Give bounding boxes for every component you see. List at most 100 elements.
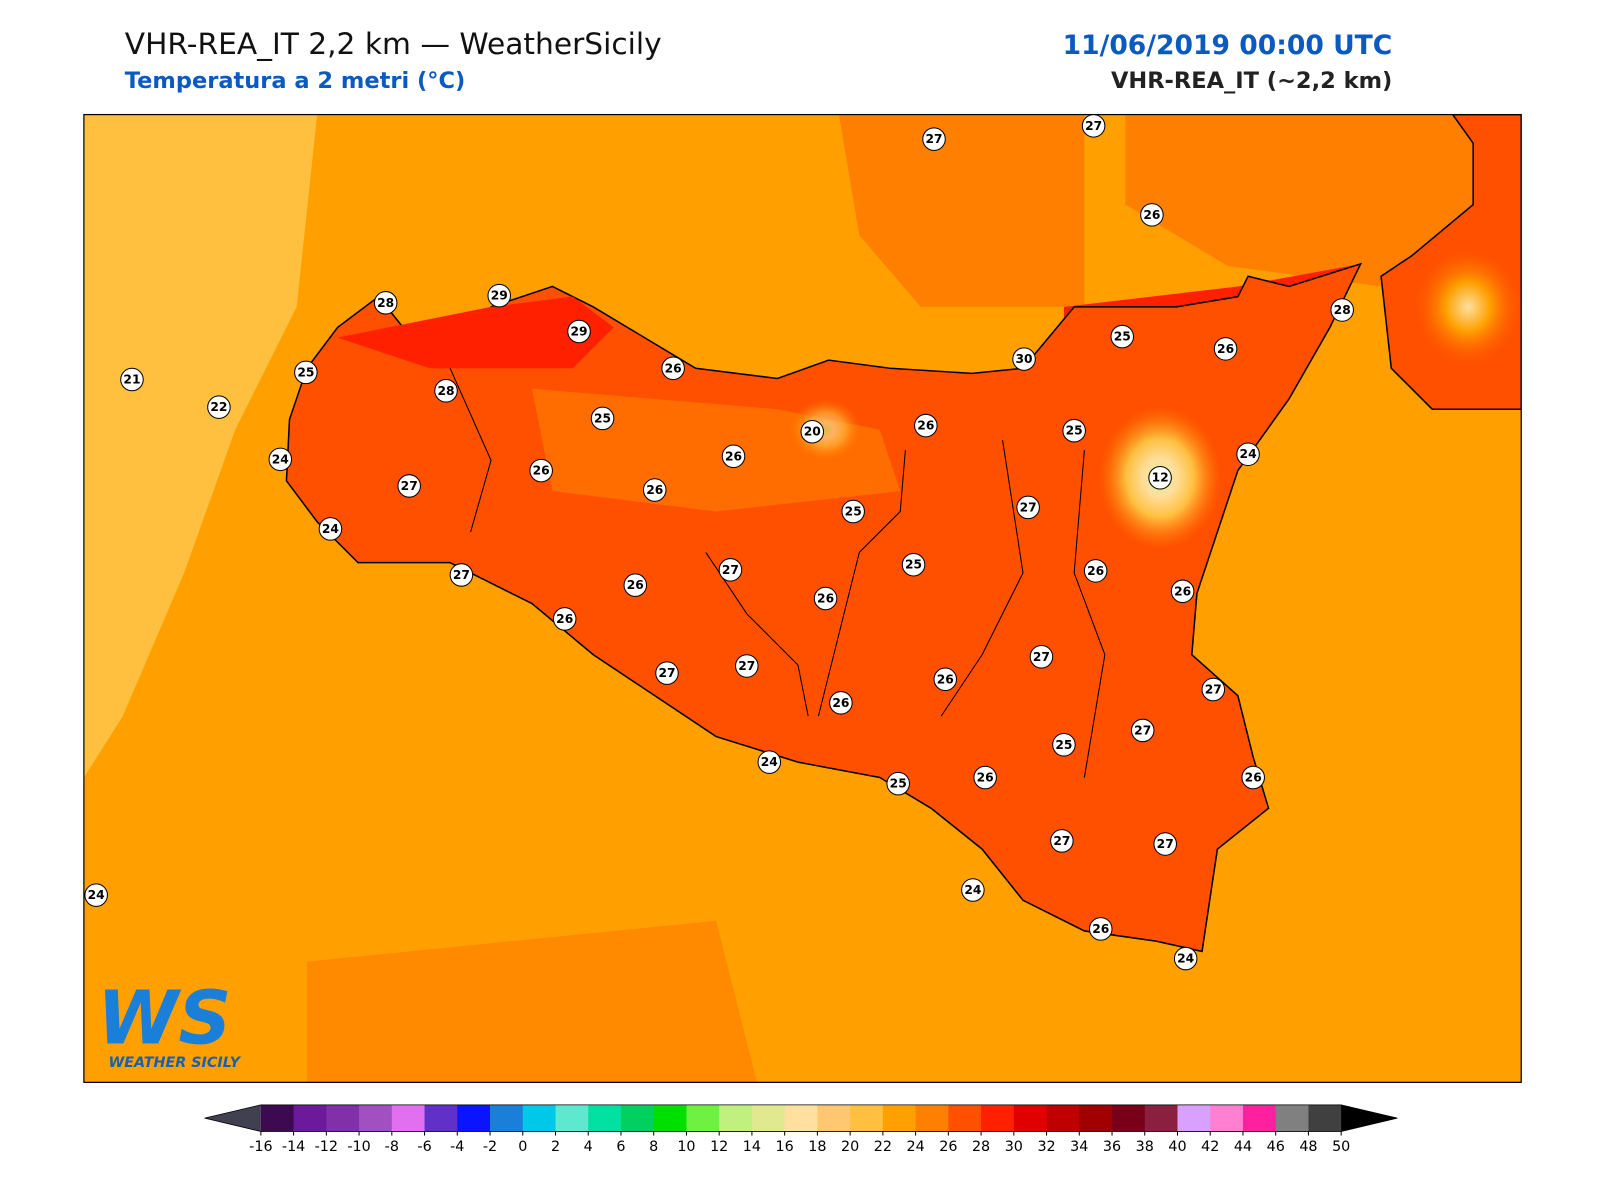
colorbar-tick-label: 4	[584, 1139, 593, 1155]
model-label: VHR-REA_IT (~2,2 km)	[1111, 68, 1392, 94]
station-value: 26	[556, 612, 573, 626]
colorbar-swatch	[1144, 1104, 1179, 1132]
station-marker	[1201, 677, 1226, 702]
colorbar-swatch	[686, 1104, 720, 1132]
colorbar-swatch	[1242, 1104, 1277, 1132]
station-marker	[901, 552, 926, 577]
colorbar-tick-label: 44	[1234, 1139, 1252, 1155]
station-value: 22	[210, 400, 227, 414]
station-marker	[120, 367, 144, 392]
colorbar-swatch	[784, 1104, 818, 1132]
station-marker	[914, 413, 938, 438]
colorbar-tick-label: 26	[939, 1139, 957, 1155]
colorbar-swatch	[293, 1104, 327, 1132]
station-marker	[1081, 114, 1106, 138]
colorbar-tick-label: -10	[347, 1139, 370, 1155]
colorbar-tick-label: 16	[776, 1139, 794, 1155]
station-value: 28	[377, 296, 394, 310]
station-marker	[207, 395, 231, 419]
station-value: 24	[88, 888, 105, 902]
colorbar-tick-label: 34	[1070, 1139, 1088, 1155]
map-field	[83, 114, 1522, 1083]
station-marker	[757, 750, 782, 774]
colorbar-tick-label: -4	[450, 1139, 464, 1155]
station-value: 26	[1143, 208, 1160, 222]
station-marker	[661, 356, 685, 381]
colorbar-swatch	[719, 1104, 753, 1132]
subtitle: Temperatura a 2 metri (°C)	[125, 68, 466, 94]
colorbar-tick-label: 18	[808, 1139, 826, 1155]
station-marker	[829, 691, 853, 715]
station-marker	[1130, 718, 1155, 743]
station-value: 27	[401, 479, 418, 493]
colorbar-tick-label: 0	[518, 1139, 527, 1155]
colorbar-tick-label: 6	[616, 1139, 625, 1155]
station-marker	[84, 883, 108, 907]
station-marker	[294, 360, 318, 385]
colorbar-tick-label: 38	[1136, 1139, 1154, 1155]
station-value: 25	[890, 777, 907, 791]
station-value: 27	[453, 568, 470, 582]
station-value: 24	[322, 522, 339, 536]
station-value: 12	[1152, 471, 1169, 485]
station-marker	[922, 127, 946, 151]
station-marker	[590, 406, 615, 431]
station-value: 26	[832, 696, 849, 710]
colorbar-tick-label: 48	[1299, 1139, 1317, 1155]
colorbar-swatch	[1275, 1104, 1309, 1132]
station-value: 27	[1205, 683, 1222, 697]
station-value: 24	[964, 883, 981, 897]
colorbar-swatch	[522, 1104, 557, 1132]
title: VHR-REA_IT 2,2 km — WeatherSicily	[125, 26, 662, 61]
colorbar-swatch	[653, 1104, 687, 1132]
station-marker	[623, 573, 648, 597]
colorbar-swatch	[326, 1104, 360, 1132]
colorbar-tick-label: -2	[483, 1139, 497, 1155]
station-marker	[1213, 337, 1238, 361]
colorbar-tick-label: 50	[1332, 1139, 1350, 1155]
station-value: 26	[1174, 584, 1191, 598]
station-marker	[1089, 917, 1113, 941]
colorbar-swatch	[817, 1104, 851, 1132]
station-value: 26	[1087, 564, 1104, 578]
colorbar-swatch	[1210, 1104, 1244, 1132]
station-value: 26	[817, 591, 834, 605]
station-value: 25	[1114, 330, 1131, 344]
station-marker	[1052, 732, 1076, 757]
station-value: 26	[725, 449, 742, 463]
station-value: 26	[1092, 922, 1109, 936]
station-value: 26	[917, 419, 934, 433]
station-marker	[655, 661, 679, 685]
station-marker	[529, 458, 553, 483]
colorbar-tick-label: -16	[249, 1139, 272, 1155]
station-marker	[449, 563, 474, 587]
colorbar-tick-label: 28	[972, 1139, 990, 1155]
datetime: 11/06/2019 00:00 UTC	[1063, 30, 1393, 61]
station-value: 27	[1134, 723, 1151, 737]
station-value: 27	[1157, 837, 1174, 851]
station-marker	[567, 319, 591, 344]
station-marker	[721, 444, 746, 469]
map-frame	[83, 113, 1522, 1083]
station-value: 26	[937, 672, 954, 686]
station-marker	[1236, 442, 1260, 466]
station-value: 27	[722, 563, 739, 577]
colorbar-swatch	[850, 1104, 884, 1132]
station-value: 25	[297, 365, 314, 379]
colorbar-swatch	[882, 1104, 917, 1132]
colorbar-tick-label: 8	[649, 1139, 658, 1155]
station-value: 30	[1016, 352, 1033, 366]
station-marker	[434, 379, 458, 403]
colorbar-swatch	[1177, 1104, 1211, 1132]
station-value: 26	[665, 361, 682, 375]
colorbar: -16 -14 -12 -10 -8 -6 -4 -2 0 2 4 6 8 10 12 14 16 18 20 22 2…	[204, 1104, 1398, 1155]
colorbar-tick-label: 24	[906, 1139, 924, 1155]
colorbar-swatch	[948, 1104, 982, 1132]
colorbar-swatch	[457, 1104, 491, 1132]
station-value: 27	[658, 666, 675, 680]
station-value: 27	[738, 659, 755, 673]
station-value: 27	[1085, 119, 1102, 133]
colorbar-tick-label: -12	[315, 1139, 338, 1155]
colorbar-under	[204, 1104, 261, 1132]
colorbar-swatch	[981, 1104, 1015, 1132]
